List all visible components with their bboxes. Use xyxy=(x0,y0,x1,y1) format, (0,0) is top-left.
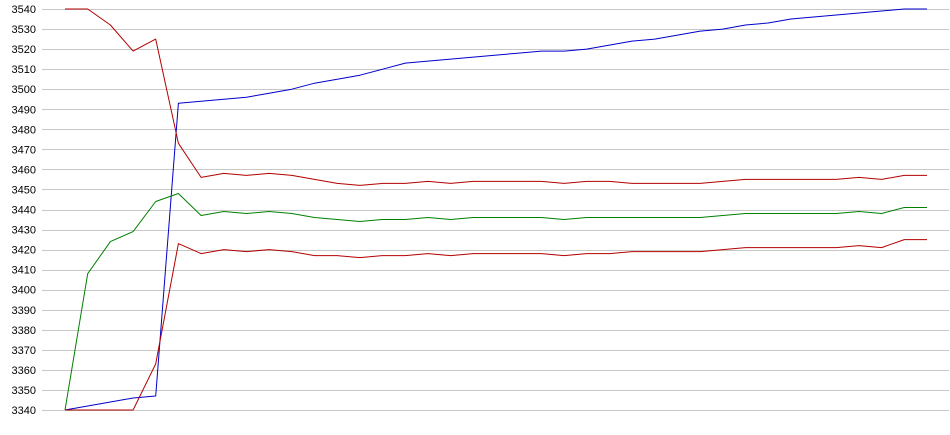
y-tick-label: 3500 xyxy=(12,84,36,96)
y-tick-label: 3450 xyxy=(12,184,36,196)
y-axis: 3340 3350 3360 3370 3380 3390 3400 3410 3420 3430… xyxy=(12,4,36,417)
y-tick-label: 3510 xyxy=(12,64,36,76)
y-tick-label: 3370 xyxy=(12,345,36,357)
y-tick-label: 3470 xyxy=(12,144,36,156)
y-tick-label: 3530 xyxy=(12,24,36,36)
y-tick-label: 3340 xyxy=(12,405,36,417)
y-tick-label: 3540 xyxy=(12,4,36,16)
y-tick-label: 3390 xyxy=(12,305,36,317)
y-tick-label: 3360 xyxy=(12,365,36,377)
y-tick-label: 3430 xyxy=(12,225,36,237)
y-tick-label: 3380 xyxy=(12,325,36,337)
y-tick-label: 3440 xyxy=(12,205,36,217)
y-tick-label: 3460 xyxy=(12,164,36,176)
grid-lines xyxy=(42,9,949,411)
series-line-1 xyxy=(64,8,927,411)
y-tick-label: 3490 xyxy=(12,104,36,116)
series-lines xyxy=(64,8,927,411)
series-line-3 xyxy=(64,193,927,411)
series-line-2 xyxy=(65,8,927,186)
y-tick-label: 3350 xyxy=(12,385,36,397)
y-tick-label: 3520 xyxy=(12,44,36,56)
y-tick-label: 3410 xyxy=(12,265,36,277)
y-tick-label: 3400 xyxy=(12,285,36,297)
y-tick-label: 3480 xyxy=(12,124,36,136)
series-line-4 xyxy=(65,239,927,411)
y-tick-label: 3420 xyxy=(12,245,36,257)
